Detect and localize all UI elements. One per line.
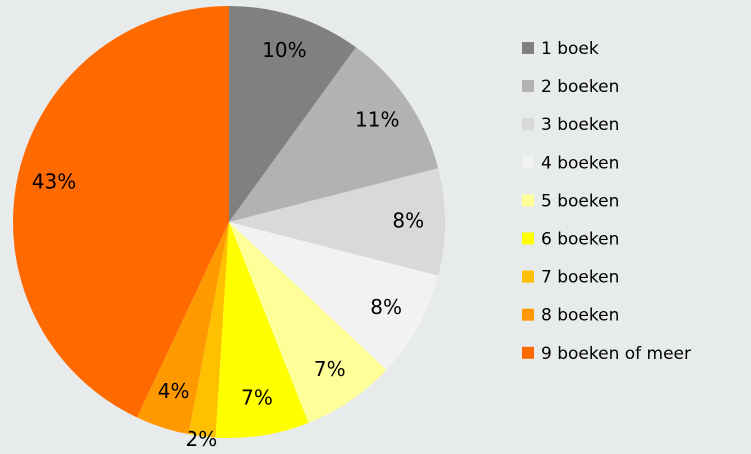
legend-swatch <box>522 270 534 283</box>
legend-swatch <box>522 194 534 207</box>
slice-label: 8% <box>392 209 424 233</box>
legend-swatch <box>522 308 534 321</box>
legend-label: 9 boeken of meer <box>541 344 691 364</box>
pie-slice <box>229 47 439 222</box>
legend-swatch <box>522 80 534 93</box>
slice-label: 11% <box>355 108 399 132</box>
slice-label: 10% <box>262 38 306 62</box>
slice-label: 7% <box>314 357 346 381</box>
slice-label: 8% <box>370 295 402 319</box>
pie-slice <box>229 168 446 276</box>
legend-label: 5 boeken <box>541 191 619 211</box>
legend-swatch <box>522 232 534 245</box>
legend-swatch <box>522 346 534 359</box>
slice-label: 4% <box>158 379 190 403</box>
pie-slice <box>229 6 356 222</box>
pie-slice <box>188 222 229 438</box>
pie-slice <box>13 6 229 418</box>
pie-slice <box>229 222 387 423</box>
legend-label: 3 boeken <box>541 115 619 135</box>
legend-label: 4 boeken <box>541 153 619 173</box>
pie-slice <box>137 222 229 435</box>
legend-label: 7 boeken <box>541 268 619 288</box>
slice-label: 7% <box>241 386 273 410</box>
legend-label: 2 boeken <box>541 77 619 97</box>
legend-label: 6 boeken <box>541 230 619 250</box>
legend-swatch <box>522 156 534 169</box>
pie-slice <box>229 222 439 370</box>
legend-label: 1 boek <box>541 39 599 59</box>
legend-label: 8 boeken <box>541 306 619 326</box>
legend-swatch <box>522 42 534 54</box>
pie-slice <box>215 222 309 438</box>
slice-label: 2% <box>186 427 218 451</box>
legend-swatch <box>522 118 534 131</box>
slice-label: 43% <box>32 169 76 193</box>
